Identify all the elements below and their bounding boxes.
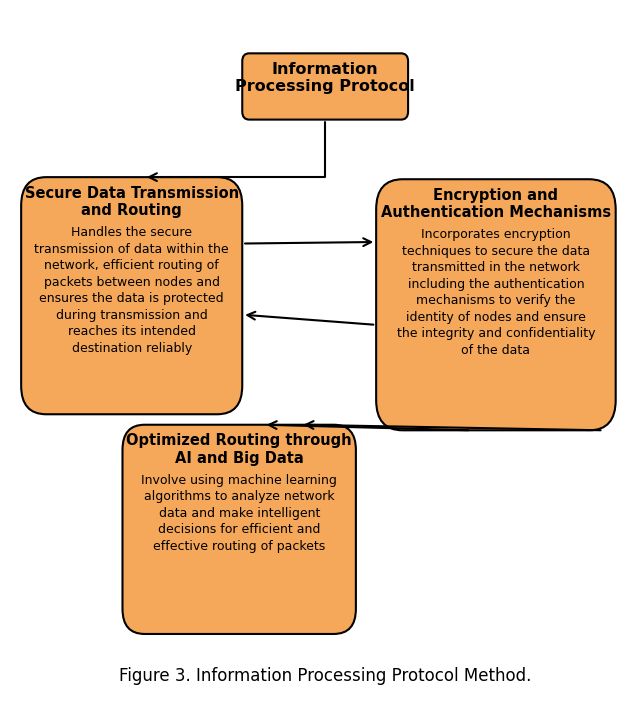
FancyBboxPatch shape	[122, 425, 356, 634]
Text: Involve using machine learning
algorithms to analyze network
data and make intel: Involve using machine learning algorithm…	[141, 474, 337, 553]
Text: Handles the secure
transmission of data within the
network, efficient routing of: Handles the secure transmission of data …	[35, 226, 229, 355]
FancyBboxPatch shape	[243, 53, 408, 120]
FancyBboxPatch shape	[376, 179, 616, 430]
Text: Figure 3. Information Processing Protocol Method.: Figure 3. Information Processing Protoco…	[119, 667, 531, 685]
Text: Encryption and
Authentication Mechanisms: Encryption and Authentication Mechanisms	[381, 188, 611, 220]
Text: Secure Data Transmission
and Routing: Secure Data Transmission and Routing	[25, 186, 239, 218]
Text: Incorporates encryption
techniques to secure the data
transmitted in the network: Incorporates encryption techniques to se…	[397, 228, 595, 357]
Text: Optimized Routing through
AI and Big Data: Optimized Routing through AI and Big Dat…	[126, 433, 352, 465]
Text: Information
Processing Protocol: Information Processing Protocol	[236, 62, 415, 94]
FancyBboxPatch shape	[21, 177, 243, 414]
